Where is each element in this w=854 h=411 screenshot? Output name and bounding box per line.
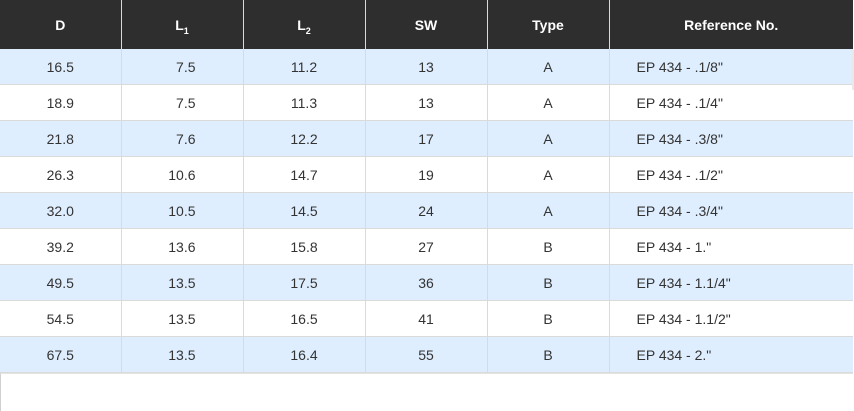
table-row: 18.9 7.5 11.3 13 A EP 434 - .1/4" — [0, 84, 853, 121]
cell-type: A — [487, 120, 610, 157]
cell-type: A — [487, 49, 610, 85]
cell-l1: 7.6 — [121, 120, 244, 157]
cell-l2: 12.2 — [243, 120, 366, 157]
cell-reference-no: EP 434 - .1/8" — [609, 49, 853, 85]
table-row: 67.5 13.5 16.4 55 B EP 434 - 2." — [0, 336, 853, 373]
cell-reference-no: EP 434 - .3/8" — [609, 120, 853, 157]
table-header: D L1 L2 SW Type Reference No. — [0, 0, 853, 49]
cell-d: 67.5 — [0, 336, 122, 373]
table-row: 39.2 13.6 15.8 27 B EP 434 - 1." — [0, 228, 853, 265]
cell-l1: 7.5 — [121, 84, 244, 121]
cell-reference-no: EP 434 - 1.1/2" — [609, 300, 853, 337]
cell-l2: 15.8 — [243, 228, 366, 265]
cell-type: A — [487, 192, 610, 229]
cell-l1: 10.6 — [121, 156, 244, 193]
cell-sw: 17 — [365, 120, 488, 157]
dimensions-table: D L1 L2 SW Type Reference No. 16.5 7.5 11.… — [0, 0, 853, 373]
table-row: 32.0 10.5 14.5 24 A EP 434 - .3/4" — [0, 192, 853, 229]
cell-sw: 13 — [365, 49, 488, 85]
table-row: 49.5 13.5 17.5 36 B EP 434 - 1.1/4" — [0, 264, 853, 301]
cell-type: B — [487, 228, 610, 265]
cell-reference-no: EP 434 - .1/2" — [609, 156, 853, 193]
cell-type: B — [487, 300, 610, 337]
empty-table-area — [0, 373, 853, 411]
cell-type: A — [487, 84, 610, 121]
cell-d: 18.9 — [0, 84, 122, 121]
cell-type: B — [487, 336, 610, 373]
cell-sw: 41 — [365, 300, 488, 337]
table-row: 21.8 7.6 12.2 17 A EP 434 - .3/8" — [0, 120, 853, 157]
cell-sw: 36 — [365, 264, 488, 301]
table-row: 16.5 7.5 11.2 13 A EP 434 - .1/8" — [0, 49, 853, 85]
cell-l2: 14.7 — [243, 156, 366, 193]
cell-d: 39.2 — [0, 228, 122, 265]
cell-l1: 13.5 — [121, 264, 244, 301]
cell-reference-no: EP 434 - .1/4" — [609, 84, 853, 121]
scrollbar-edge — [852, 50, 854, 90]
table-body: 16.5 7.5 11.2 13 A EP 434 - .1/8" 18.9 7.5 11.3 1… — [0, 49, 853, 373]
header-l2: L2 — [243, 0, 366, 49]
cell-reference-no: EP 434 - 1.1/4" — [609, 264, 853, 301]
header-l1: L1 — [121, 0, 244, 49]
cell-l1: 13.5 — [121, 336, 244, 373]
cell-d: 32.0 — [0, 192, 122, 229]
cell-type: B — [487, 264, 610, 301]
cell-l1: 10.5 — [121, 192, 244, 229]
cell-l2: 16.4 — [243, 336, 366, 373]
cell-reference-no: EP 434 - 2." — [609, 336, 853, 373]
cell-sw: 19 — [365, 156, 488, 193]
cell-d: 16.5 — [0, 49, 122, 85]
header-sw: SW — [365, 0, 488, 49]
cell-reference-no: EP 434 - .3/4" — [609, 192, 853, 229]
cell-l2: 11.2 — [243, 49, 366, 85]
table-row: 54.5 13.5 16.5 41 B EP 434 - 1.1/2" — [0, 300, 853, 337]
cell-l2: 16.5 — [243, 300, 366, 337]
cell-l1: 13.5 — [121, 300, 244, 337]
cell-l2: 17.5 — [243, 264, 366, 301]
cell-d: 21.8 — [0, 120, 122, 157]
cell-l2: 11.3 — [243, 84, 366, 121]
cell-d: 49.5 — [0, 264, 122, 301]
cell-sw: 24 — [365, 192, 488, 229]
cell-sw: 13 — [365, 84, 488, 121]
cell-d: 54.5 — [0, 300, 122, 337]
cell-type: A — [487, 156, 610, 193]
cell-l1: 7.5 — [121, 49, 244, 85]
cell-reference-no: EP 434 - 1." — [609, 228, 853, 265]
header-d: D — [0, 0, 122, 49]
header-reference-no: Reference No. — [609, 0, 853, 49]
header-row: D L1 L2 SW Type Reference No. — [0, 0, 853, 49]
cell-sw: 55 — [365, 336, 488, 373]
cell-d: 26.3 — [0, 156, 122, 193]
cell-l2: 14.5 — [243, 192, 366, 229]
table-row: 26.3 10.6 14.7 19 A EP 434 - .1/2" — [0, 156, 853, 193]
cell-sw: 27 — [365, 228, 488, 265]
header-type: Type — [487, 0, 610, 49]
cell-l1: 13.6 — [121, 228, 244, 265]
